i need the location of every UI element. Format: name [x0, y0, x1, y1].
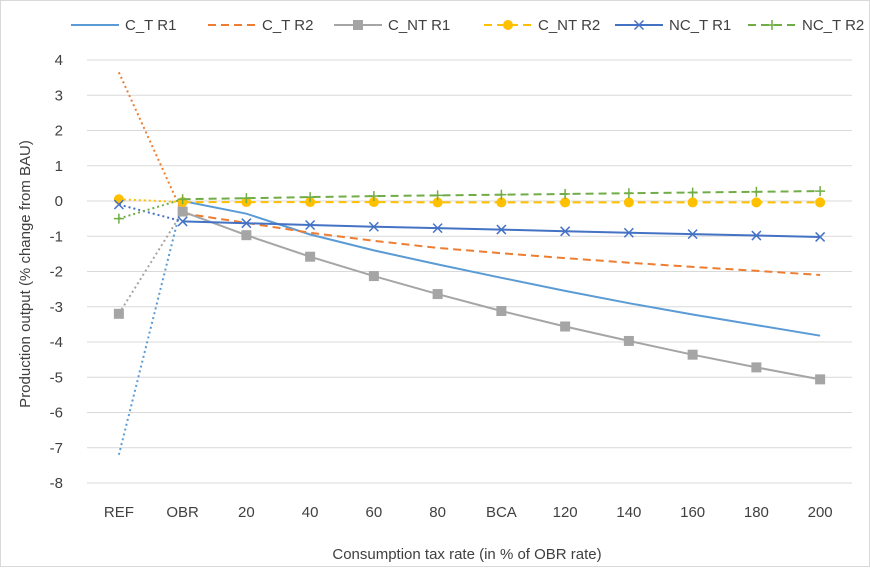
data-point	[369, 271, 379, 281]
legend-item-c-nt-r2: C_NT R2	[484, 17, 600, 34]
series-ref-segment	[119, 212, 183, 314]
y-tick-label: 4	[55, 52, 63, 69]
series-c-nt-r1	[114, 207, 825, 385]
y-tick-label: 0	[55, 193, 63, 210]
y-axis-ticks: 4 3 2 1 0 -1 -2 -3 -4 -5 -6 -7 -8	[50, 52, 63, 492]
x-tick-label: OBR	[166, 504, 199, 521]
series-line	[183, 212, 821, 380]
series-ref-segment	[119, 201, 183, 455]
series-group	[114, 72, 825, 454]
legend-item-nc-t-r1: NC_T R1	[615, 17, 731, 34]
data-point	[624, 336, 634, 346]
y-tick-label: -6	[50, 405, 63, 422]
series-c-t-r1	[119, 201, 820, 455]
series-nc-t-r2	[114, 186, 825, 223]
legend-marker	[503, 20, 513, 30]
y-axis-title: Production output (% change from BAU)	[17, 140, 34, 408]
data-point	[114, 214, 124, 224]
data-point	[178, 207, 188, 217]
data-point	[241, 230, 251, 240]
y-tick-label: -2	[50, 264, 63, 281]
x-axis-title: Consumption tax rate (in % of OBR rate)	[332, 546, 601, 563]
x-tick-label: 120	[553, 504, 578, 521]
legend-label: C_NT R2	[538, 17, 600, 34]
data-point	[560, 321, 570, 331]
y-tick-label: 1	[55, 158, 63, 175]
x-tick-label: 80	[429, 504, 446, 521]
series-ref-segment	[119, 205, 183, 222]
legend-label: NC_T R2	[802, 17, 864, 34]
legend-item-c-t-r2: C_T R2	[208, 17, 313, 34]
data-point	[433, 289, 443, 299]
data-point	[496, 306, 506, 316]
x-tick-label: 20	[238, 504, 255, 521]
legend-label: C_T R1	[125, 17, 176, 34]
data-point	[688, 350, 698, 360]
y-tick-label: -4	[50, 334, 63, 351]
legend-label: C_T R2	[262, 17, 313, 34]
legend-item-nc-t-r2: NC_T R2	[748, 17, 864, 34]
x-axis-ticks: REF OBR 20 40 60 80 BCA 120 140 160 180 200	[104, 504, 833, 521]
series-nc-t-r1	[114, 200, 824, 241]
series-ref-segment	[119, 199, 183, 218]
x-tick-label: REF	[104, 504, 134, 521]
legend-marker	[353, 20, 363, 30]
series-c-t-r2	[119, 72, 820, 275]
data-point	[560, 189, 570, 199]
legend-item-c-nt-r1: C_NT R1	[334, 17, 450, 34]
x-tick-label: 140	[616, 504, 641, 521]
x-tick-label: BCA	[486, 504, 517, 521]
data-point	[751, 362, 761, 372]
x-tick-label: 60	[366, 504, 383, 521]
data-point	[815, 197, 825, 207]
data-point	[305, 252, 315, 262]
data-point	[751, 197, 761, 207]
legend: C_T R1 C_T R2 C_NT R1 C_NT R2 NC_T R1 NC_T R2	[71, 17, 864, 34]
data-point	[496, 190, 506, 200]
y-tick-label: -3	[50, 299, 63, 316]
y-tick-label: 2	[55, 123, 63, 140]
y-tick-label: -5	[50, 369, 63, 386]
data-point	[815, 374, 825, 384]
data-point	[114, 194, 124, 204]
legend-marker	[767, 20, 777, 30]
x-tick-label: 200	[808, 504, 833, 521]
x-tick-label: 180	[744, 504, 769, 521]
series-ref-segment	[119, 72, 183, 213]
legend-label: NC_T R1	[669, 17, 731, 34]
legend-item-c-t-r1: C_T R1	[71, 17, 176, 34]
legend-label: C_NT R1	[388, 17, 450, 34]
data-point	[688, 188, 698, 198]
y-tick-label: 3	[55, 87, 63, 104]
data-point	[815, 186, 825, 196]
y-tick-label: -1	[50, 228, 63, 245]
data-point	[624, 197, 634, 207]
data-point	[688, 197, 698, 207]
y-tick-label: -8	[50, 475, 63, 492]
y-tick-label: -7	[50, 440, 63, 457]
series-line	[183, 213, 821, 275]
x-tick-label: 160	[680, 504, 705, 521]
x-tick-label: 40	[302, 504, 319, 521]
data-point	[114, 309, 124, 319]
data-point	[751, 187, 761, 197]
data-point	[624, 188, 634, 198]
